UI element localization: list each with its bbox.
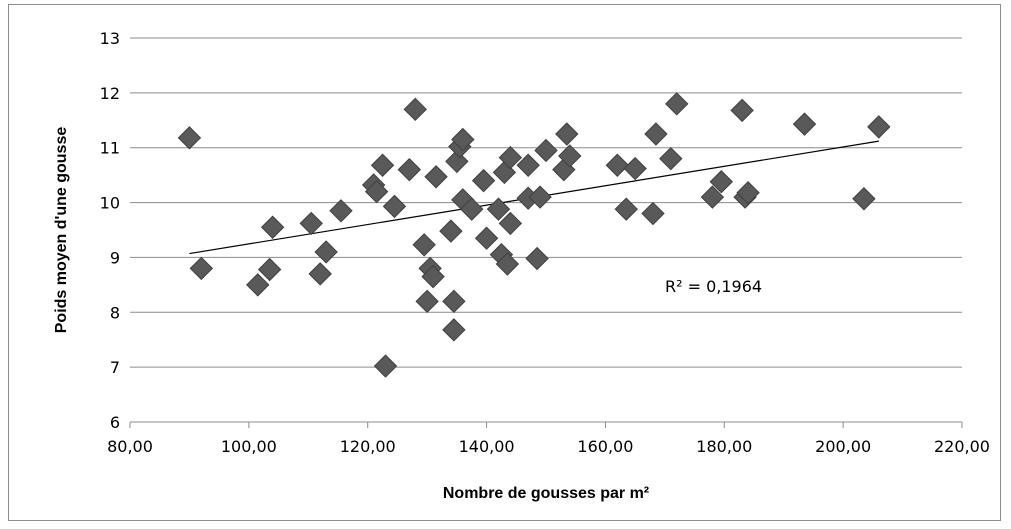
- data-point: [442, 289, 466, 314]
- data-point: [382, 194, 407, 219]
- data-point: [189, 256, 214, 281]
- x-tick-label: 140,00: [459, 437, 515, 456]
- x-tick-label: 200,00: [815, 437, 871, 456]
- x-tick-label: 180,00: [696, 437, 752, 456]
- data-point: [424, 165, 448, 189]
- data-point: [528, 185, 552, 209]
- data-point: [852, 187, 876, 211]
- y-axis-title: Poids moyen d'une gousse: [53, 127, 70, 334]
- y-tick-label: 11: [100, 139, 120, 158]
- data-point: [736, 180, 760, 205]
- data-point: [534, 138, 558, 163]
- data-point: [246, 273, 270, 297]
- data-point: [439, 219, 463, 243]
- x-axis-ticks: 80,00 100,00 120,00 140,00 160,00 180,00 200,0…: [107, 422, 990, 456]
- data-point: [314, 240, 338, 264]
- data-point: [641, 201, 665, 226]
- data-point: [412, 233, 436, 257]
- data-point: [792, 112, 817, 136]
- data-point: [397, 157, 422, 182]
- data-point: [623, 156, 647, 181]
- data-point: [299, 211, 323, 236]
- data-point: [474, 226, 499, 250]
- data-point: [260, 215, 285, 239]
- y-tick-label: 13: [100, 29, 120, 48]
- data-point: [486, 197, 511, 221]
- x-tick-label: 80,00: [107, 437, 153, 456]
- data-point: [516, 153, 540, 177]
- data-point: [709, 170, 734, 194]
- r-squared-annotation: R² = 0,1964: [665, 277, 762, 296]
- data-point: [555, 122, 579, 146]
- data-point: [525, 246, 549, 271]
- data-point: [492, 160, 517, 185]
- data-point: [700, 185, 725, 209]
- data-points: [177, 92, 891, 378]
- data-point: [177, 126, 202, 150]
- data-point: [451, 127, 475, 152]
- y-tick-label: 6: [110, 413, 120, 432]
- data-point: [471, 168, 496, 193]
- data-point: [498, 211, 523, 236]
- data-point: [308, 262, 332, 286]
- data-point: [665, 92, 689, 116]
- x-tick-label: 220,00: [934, 437, 990, 456]
- data-point: [442, 318, 466, 342]
- data-point: [329, 199, 353, 223]
- y-axis-ticks: 6 7 8 9 10 11 12 13: [100, 29, 120, 432]
- data-point: [445, 149, 469, 174]
- data-point: [867, 115, 891, 139]
- data-point: [373, 354, 398, 378]
- x-tick-label: 120,00: [340, 437, 396, 456]
- x-axis-title: Nombre de gousses par m²: [443, 485, 649, 502]
- data-point: [415, 289, 439, 314]
- y-tick-label: 7: [110, 358, 120, 377]
- data-point: [421, 264, 445, 289]
- data-point: [403, 97, 427, 122]
- data-point: [558, 144, 582, 168]
- data-point: [495, 252, 520, 276]
- data-point: [460, 197, 484, 221]
- data-point: [644, 122, 668, 146]
- data-point: [614, 197, 638, 221]
- x-tick-label: 160,00: [577, 437, 633, 456]
- y-tick-label: 8: [110, 303, 120, 322]
- data-point: [364, 179, 389, 204]
- y-tick-label: 9: [110, 248, 120, 267]
- data-point: [730, 98, 754, 123]
- data-point: [498, 145, 523, 170]
- data-point: [257, 257, 282, 282]
- data-point: [370, 153, 395, 177]
- y-tick-label: 10: [100, 194, 120, 213]
- data-point: [605, 153, 630, 177]
- x-tick-label: 100,00: [221, 437, 277, 456]
- y-tick-label: 12: [100, 84, 120, 103]
- data-point: [659, 146, 683, 171]
